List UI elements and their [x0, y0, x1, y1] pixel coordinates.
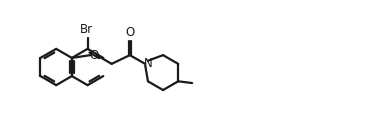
- Text: O: O: [125, 26, 134, 39]
- Text: O: O: [89, 49, 98, 62]
- Text: N: N: [144, 57, 152, 70]
- Text: Br: Br: [80, 23, 94, 36]
